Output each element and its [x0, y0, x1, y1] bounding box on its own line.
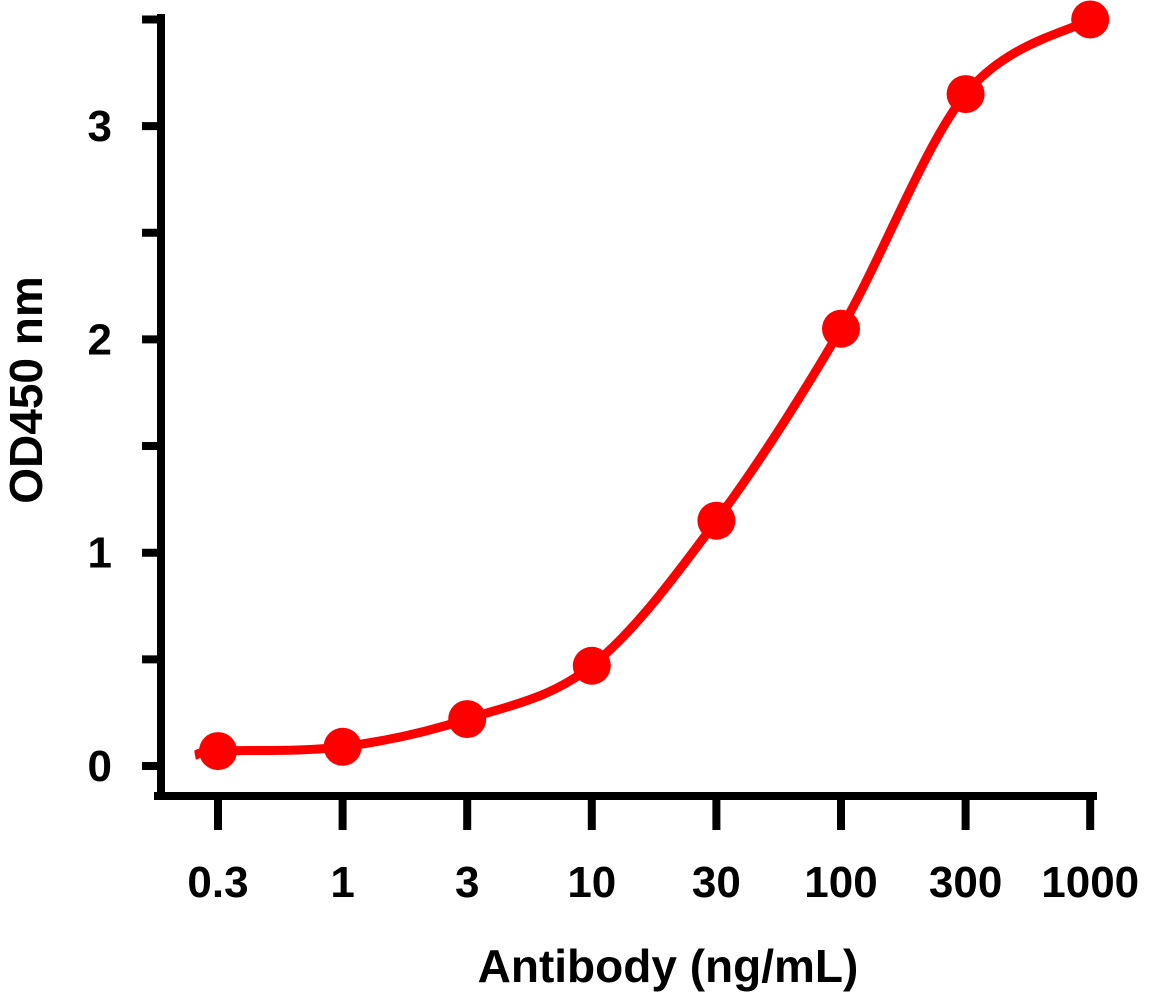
series [193, 0, 1110, 771]
data-point [822, 309, 860, 348]
x-tick-label: 300 [929, 858, 1002, 907]
y-tick-label: 0 [88, 742, 112, 791]
x-tick-label: 100 [804, 858, 877, 907]
axes: 0 1 2 3 0.3 1 3 10 30 100 300 1000 [88, 14, 1139, 907]
x-tick-label: 1000 [1041, 858, 1139, 907]
y-axis-label: OD450 nm [0, 276, 52, 504]
data-point [946, 75, 985, 114]
data-point [1071, 0, 1110, 39]
data-point [323, 727, 362, 766]
x-tick-label: 0.3 [187, 858, 248, 907]
data-point [199, 732, 237, 771]
x-tick-label: 3 [455, 858, 479, 907]
data-point [697, 501, 736, 540]
x-tick-label: 10 [567, 858, 616, 907]
data-point [448, 700, 487, 739]
data-point [572, 646, 611, 685]
y-tick-label: 1 [88, 529, 112, 578]
x-axis-label: Antibody (ng/mL) [478, 940, 859, 992]
series-line [193, 15, 1093, 760]
y-tick-label: 2 [88, 315, 112, 364]
x-tick-label: 30 [692, 858, 741, 907]
x-tick-label: 1 [330, 858, 354, 907]
y-tick-label: 3 [88, 102, 112, 151]
